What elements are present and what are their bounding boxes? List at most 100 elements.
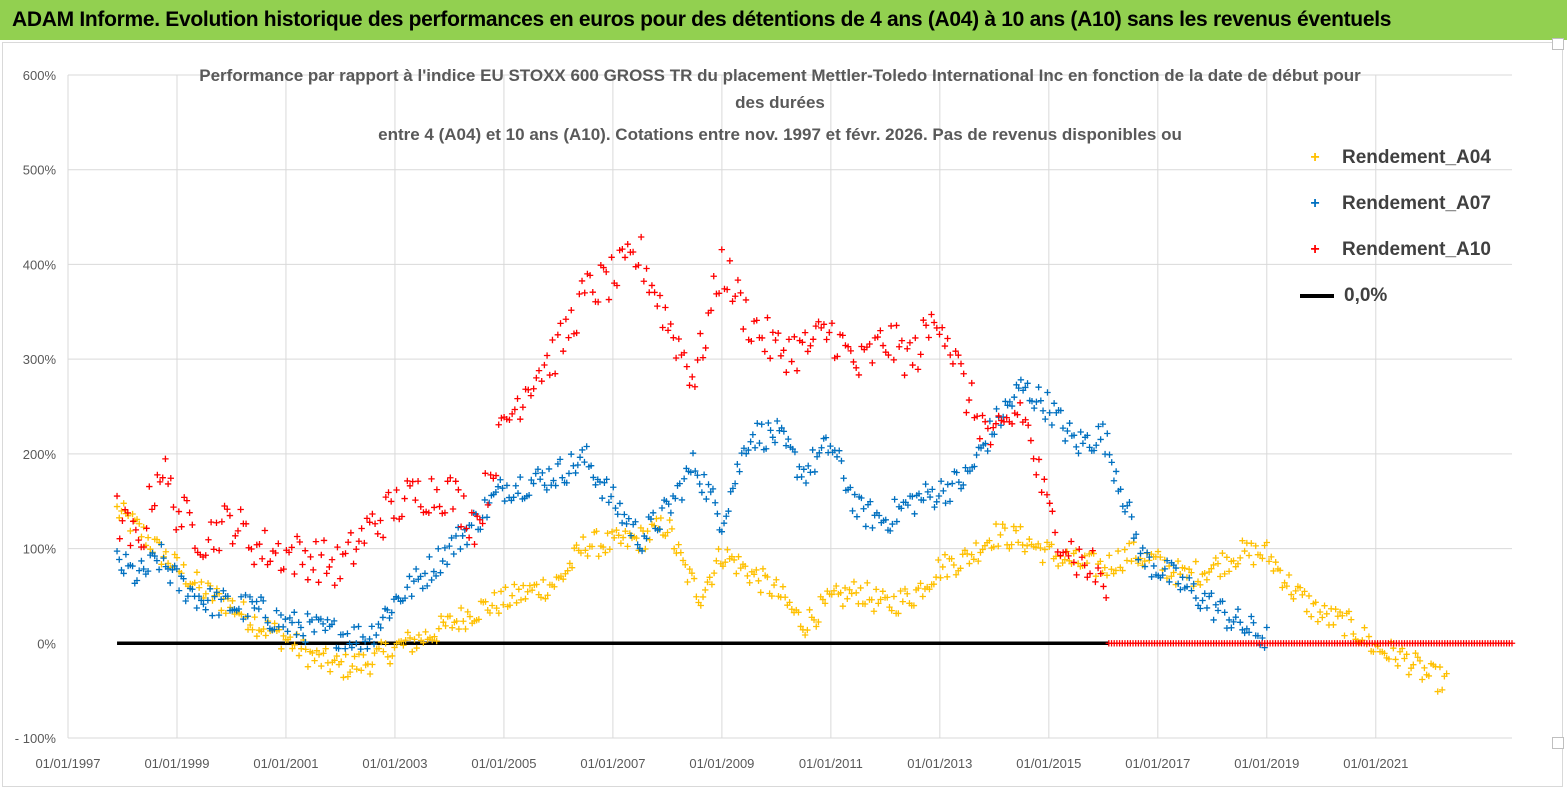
a04-point xyxy=(353,665,360,673)
a04-point xyxy=(884,594,891,601)
a07-point xyxy=(647,515,655,523)
a10-point xyxy=(280,565,287,573)
a04-point xyxy=(950,561,958,569)
a07-point xyxy=(607,493,615,500)
a07-point xyxy=(703,495,710,503)
a04-point xyxy=(1301,588,1308,595)
a10-point xyxy=(476,516,484,523)
a04-point xyxy=(493,604,500,612)
resize-handle[interactable] xyxy=(1552,737,1564,749)
a10-point xyxy=(691,383,699,390)
a10-point xyxy=(205,536,212,543)
a10-point xyxy=(906,339,914,346)
a07-point xyxy=(435,545,442,552)
a07-point xyxy=(656,526,663,533)
a04-point xyxy=(1092,572,1100,580)
a10-point xyxy=(315,579,322,586)
legend-label-zero: 0,0% xyxy=(1344,285,1388,306)
x-tick-label: 01/01/2019 xyxy=(1234,756,1299,771)
a07-point xyxy=(173,565,181,573)
a07-point xyxy=(135,567,143,574)
a04-point xyxy=(1438,686,1446,694)
a10-point xyxy=(909,361,916,369)
a04-point xyxy=(864,579,871,587)
a07-point xyxy=(164,565,172,573)
a10-point xyxy=(785,336,793,343)
a07-point xyxy=(335,645,342,652)
a07-point xyxy=(565,470,573,477)
a07-point xyxy=(277,611,285,619)
a04-point xyxy=(158,561,165,568)
a04-point xyxy=(755,577,762,585)
a10-point xyxy=(511,406,519,413)
a10-point xyxy=(694,356,701,364)
a04-point xyxy=(664,529,671,536)
a04-point xyxy=(1163,574,1171,582)
a10-point xyxy=(928,311,935,318)
resize-handle[interactable] xyxy=(1552,38,1564,50)
a10-point xyxy=(1508,640,1516,647)
a07-point xyxy=(308,616,316,624)
a04-point xyxy=(764,573,771,581)
a10-point xyxy=(347,529,355,537)
a04-point xyxy=(608,528,616,535)
a07-point xyxy=(891,496,898,503)
a07-point xyxy=(785,435,792,443)
a10-point xyxy=(479,520,486,527)
a04-point xyxy=(1419,676,1426,683)
a07-point xyxy=(966,467,974,475)
a07-point xyxy=(1172,564,1180,572)
a04-point xyxy=(502,584,509,591)
a04-point xyxy=(1170,569,1177,576)
a10-point xyxy=(791,333,798,341)
a10-point xyxy=(517,416,524,423)
a04-point xyxy=(1279,584,1286,591)
a10-point xyxy=(936,331,943,338)
a10-point xyxy=(1000,418,1008,426)
a04-point xyxy=(1221,570,1228,578)
a07-point xyxy=(696,480,703,488)
a07-point xyxy=(138,557,145,565)
a07-point xyxy=(1108,459,1115,466)
a04-point xyxy=(1365,633,1373,640)
a04-point xyxy=(1214,560,1222,567)
a10-point xyxy=(414,478,422,485)
a07-point xyxy=(1079,440,1087,447)
a07-point xyxy=(999,413,1007,421)
a10-point xyxy=(968,379,975,387)
a10-point xyxy=(1068,538,1075,545)
a07-point xyxy=(1064,427,1071,435)
a10-point xyxy=(1092,578,1099,586)
a10-point xyxy=(178,523,185,530)
a10-point xyxy=(947,351,954,359)
a07-point xyxy=(718,528,726,535)
a04-point xyxy=(506,602,514,609)
a04-point xyxy=(788,606,796,613)
a10-point xyxy=(390,515,398,522)
a04-point xyxy=(508,592,516,599)
a07-point xyxy=(678,496,686,504)
a04-point xyxy=(935,556,942,564)
a04-point xyxy=(735,553,742,560)
a10-point xyxy=(662,304,669,311)
a10-point xyxy=(175,508,183,515)
a10-point xyxy=(447,474,454,481)
a07-point xyxy=(694,472,701,479)
a10-point xyxy=(1081,562,1088,569)
a04-point xyxy=(1101,564,1108,571)
a04-point xyxy=(500,601,507,608)
a10-point xyxy=(519,404,527,411)
a04-point xyxy=(222,610,230,617)
a04-point xyxy=(1192,558,1199,565)
a04-point xyxy=(1035,540,1042,548)
a07-point xyxy=(705,481,712,488)
a07-point xyxy=(698,489,706,496)
x-tick-label: 01/01/2009 xyxy=(689,756,754,771)
a04-point xyxy=(1381,650,1388,657)
a10-point xyxy=(670,334,677,341)
legend-line-zero xyxy=(1300,294,1334,298)
a07-point xyxy=(1203,604,1211,612)
a04-point xyxy=(675,541,682,548)
a04-point xyxy=(195,584,203,591)
a04-point xyxy=(844,595,851,602)
